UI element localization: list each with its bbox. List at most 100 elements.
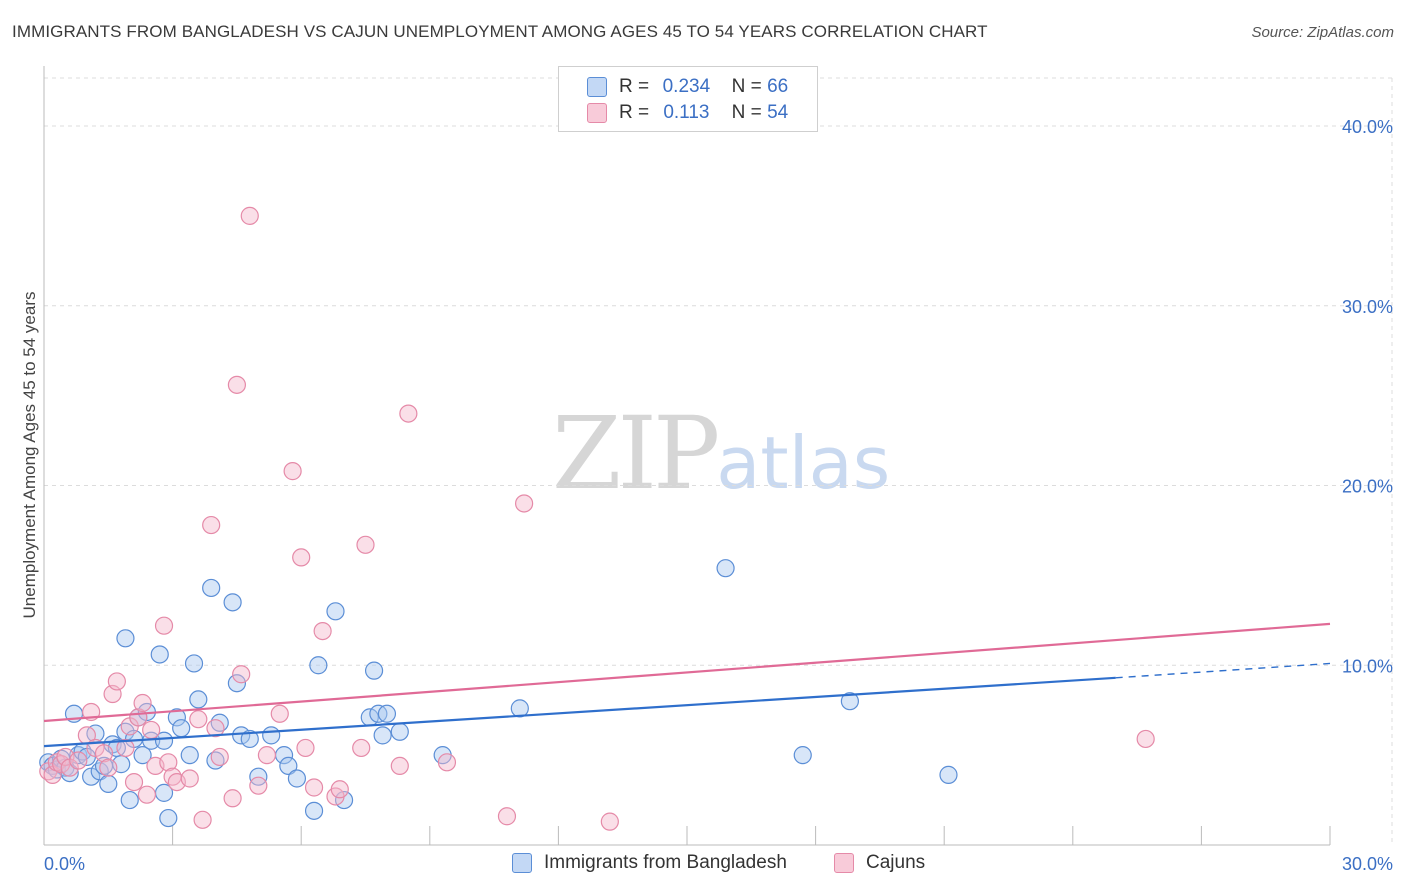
source-label: Source: ZipAtlas.com <box>1251 24 1394 41</box>
point-cajuns <box>69 751 88 770</box>
legend-swatch-blue <box>587 77 607 97</box>
legend-n-label: N = <box>731 102 762 123</box>
point-cajuns <box>292 548 311 567</box>
point-cajuns <box>94 744 114 763</box>
point-bangladesh <box>154 731 174 750</box>
point-cajuns <box>133 693 152 713</box>
point-cajuns <box>193 810 212 829</box>
point-cajuns <box>270 704 289 723</box>
y-tick-label: 20.0% <box>1342 477 1393 497</box>
legend-n-value: 54 <box>767 102 789 123</box>
legend-n-value: 66 <box>767 76 789 97</box>
point-cajuns <box>180 769 199 788</box>
point-bangladesh <box>326 602 345 621</box>
point-bangladesh <box>223 593 242 612</box>
point-cajuns <box>227 375 246 394</box>
point-bangladesh <box>262 726 281 745</box>
trend-line-bangladesh <box>43 676 1116 748</box>
y-tick-label: 30.0% <box>1342 297 1393 317</box>
point-cajuns <box>249 776 268 795</box>
point-bangladesh <box>82 767 101 786</box>
point-bangladesh <box>716 559 735 578</box>
bottom-legend-swatch-blue <box>512 853 532 873</box>
point-bangladesh <box>159 808 178 828</box>
point-cajuns <box>330 780 349 799</box>
point-bangladesh <box>184 654 204 673</box>
point-cajuns <box>99 758 118 777</box>
point-cajuns <box>515 494 534 513</box>
y-axis-label: Unemployment Among Ages 45 to 54 years <box>20 291 39 619</box>
x-tick-label: 0.0% <box>44 854 85 874</box>
series-cajuns-points <box>39 206 1155 831</box>
point-cajuns <box>159 753 178 772</box>
point-cajuns <box>600 812 619 831</box>
chart-title: IMMIGRANTS FROM BANGLADESH VS CAJUN UNEM… <box>12 22 988 41</box>
point-bangladesh <box>279 756 298 776</box>
point-bangladesh <box>133 746 152 765</box>
point-bangladesh <box>304 801 324 820</box>
point-cajuns <box>313 621 332 641</box>
point-cajuns <box>304 778 324 797</box>
point-cajuns <box>154 616 174 635</box>
point-cajuns <box>206 719 225 738</box>
point-bangladesh <box>227 674 246 693</box>
point-bangladesh <box>939 765 958 784</box>
legend-n-label: N = <box>731 76 762 97</box>
trend-lines <box>43 622 1331 748</box>
point-bangladesh <box>189 690 208 709</box>
point-bangladesh <box>150 645 169 664</box>
point-cajuns <box>107 672 126 691</box>
point-cajuns <box>142 720 161 740</box>
point-cajuns <box>399 404 418 423</box>
point-bangladesh <box>120 790 139 810</box>
point-cajuns <box>497 807 517 826</box>
tick-labels: 10.0% 20.0% 30.0% 40.0% 0.0% 30.0% <box>44 117 1393 874</box>
point-cajuns <box>232 665 251 684</box>
point-cajuns <box>210 747 229 767</box>
point-bangladesh <box>364 661 384 680</box>
point-cajuns <box>352 738 371 758</box>
x-tick-label: 30.0% <box>1342 854 1393 874</box>
point-bangladesh <box>202 578 221 598</box>
axes <box>43 66 1331 846</box>
point-bangladesh <box>172 719 191 738</box>
point-cajuns <box>189 710 208 729</box>
point-cajuns <box>116 738 135 758</box>
point-bangladesh <box>840 692 859 711</box>
point-cajuns <box>390 756 409 776</box>
legend-r-label: R = <box>619 102 650 123</box>
legend-r-value: 0.234 <box>662 76 711 97</box>
point-cajuns <box>240 206 259 225</box>
point-bangladesh <box>287 769 307 788</box>
bottom-legend-label: Cajuns <box>866 852 926 873</box>
legend-swatch-pink <box>587 103 607 123</box>
point-cajuns <box>1136 729 1155 749</box>
point-cajuns <box>283 462 302 481</box>
point-bangladesh <box>309 656 328 675</box>
watermark-zip: ZIP <box>552 395 720 512</box>
bottom-legend-label: Immigrants from Bangladesh <box>544 852 787 873</box>
point-cajuns <box>137 785 156 804</box>
point-cajuns <box>223 789 242 808</box>
y-tick-label: 10.0% <box>1342 656 1393 676</box>
watermark-atlas: atlas <box>716 421 891 505</box>
legend: R = 0.234 N = 66 R = 0.113 N = 54 <box>558 66 818 132</box>
point-bangladesh <box>116 629 135 648</box>
legend-r-label: R = <box>619 76 650 97</box>
point-bangladesh <box>390 722 409 741</box>
point-bangladesh <box>793 746 812 765</box>
trend-line-cajuns <box>43 622 1331 723</box>
point-cajuns <box>437 753 457 772</box>
point-bangladesh <box>99 774 118 793</box>
point-cajuns <box>356 535 375 554</box>
point-cajuns <box>202 515 221 535</box>
point-bangladesh <box>240 729 259 749</box>
point-cajuns <box>257 746 277 765</box>
trend-line-bangladesh-extrapolated <box>1115 662 1331 679</box>
legend-r-value: 0.113 <box>663 102 710 123</box>
point-bangladesh <box>373 726 392 745</box>
watermark: ZIPatlas <box>552 395 890 512</box>
point-cajuns <box>296 738 315 758</box>
point-cajuns <box>124 772 144 792</box>
